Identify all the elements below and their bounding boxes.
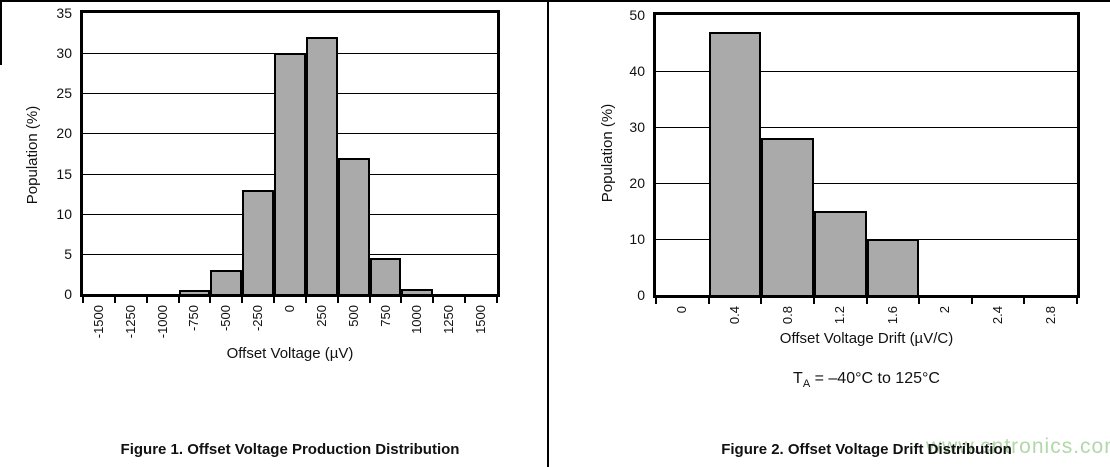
y-tick-label: 50 — [629, 7, 645, 23]
x-tick-mark — [82, 297, 84, 303]
x-tick-label: -250 — [250, 305, 266, 332]
x-tick-mark — [113, 297, 116, 303]
condition-subscript: A — [802, 378, 811, 391]
y-tick-label: 35 — [56, 5, 72, 21]
x-tick-label: 0.4 — [726, 306, 742, 325]
x-tick-label: 1250 — [441, 305, 457, 334]
x-tick-mark — [400, 297, 403, 303]
x-tick-mark — [812, 298, 815, 304]
figure-1-panel: Population (%) Offset Voltage (µV) Figur… — [0, 0, 547, 467]
x-tick-label: -750 — [186, 305, 202, 332]
figure-2-plot-area — [653, 12, 1080, 298]
x-tick-mark — [865, 298, 868, 304]
left-edge-border — [0, 0, 2, 65]
x-tick-label: 0 — [282, 305, 297, 313]
gridline — [656, 127, 1077, 128]
y-tick-label: 40 — [629, 63, 645, 79]
x-tick-mark — [304, 297, 307, 303]
figure-1-x-axis-label: Offset Voltage (µV) — [226, 345, 354, 362]
y-tick-label: 30 — [629, 119, 645, 135]
x-tick-label: 2.4 — [990, 306, 1006, 325]
histogram-bar — [813, 211, 867, 295]
y-tick-label: 10 — [56, 205, 72, 222]
x-tick-mark — [1076, 298, 1078, 304]
x-tick-mark — [655, 298, 657, 304]
gridline — [656, 71, 1077, 72]
x-tick-mark — [336, 297, 339, 303]
x-tick-label: 1000 — [409, 305, 425, 334]
watermark: www.cntronics.com — [926, 435, 1110, 458]
histogram-bar — [866, 239, 920, 295]
x-tick-label: 750 — [377, 305, 393, 327]
top-border — [0, 0, 1110, 2]
x-tick-label: 500 — [345, 305, 361, 327]
x-tick-label: 0.8 — [779, 306, 795, 325]
figure-2-caption: Figure 2. Offset Voltage Drift Distribut… — [721, 441, 1012, 458]
x-tick-label: 1.2 — [832, 306, 848, 325]
x-tick-mark — [368, 297, 371, 303]
histogram-bar — [337, 158, 370, 294]
y-tick-label: 0 — [64, 286, 72, 302]
x-tick-label: 2.8 — [1042, 306, 1058, 325]
histogram-bar — [708, 32, 762, 295]
x-tick-mark — [970, 298, 973, 304]
x-tick-label: 250 — [313, 305, 329, 327]
y-tick-label: 30 — [56, 45, 72, 62]
figure-1-caption: Figure 1. Offset Voltage Production Dist… — [120, 441, 460, 458]
x-tick-label: -500 — [218, 305, 234, 332]
histogram-bar — [242, 190, 275, 294]
x-tick-mark — [273, 297, 276, 303]
x-tick-label: 0 — [674, 306, 690, 314]
histogram-bar — [305, 37, 338, 294]
x-tick-label: 2 — [937, 306, 953, 314]
x-tick-mark — [496, 297, 498, 303]
y-tick-label: 0 — [637, 287, 645, 303]
condition-symbol: T — [793, 370, 803, 387]
histogram-bar — [369, 258, 402, 294]
y-tick-label: 15 — [56, 165, 72, 182]
gridline — [656, 183, 1077, 184]
y-tick-label: 10 — [629, 231, 645, 247]
histogram-bar — [210, 270, 243, 294]
condition-range: = –40°C to 125°C — [810, 370, 940, 387]
y-tick-label: 25 — [56, 85, 72, 102]
x-tick-mark — [1023, 298, 1026, 304]
histogram-bar — [401, 289, 434, 294]
x-tick-mark — [760, 298, 763, 304]
histogram-bar — [274, 53, 306, 294]
x-tick-label: 1500 — [473, 305, 489, 334]
y-tick-label: 5 — [64, 245, 72, 262]
x-tick-mark — [432, 297, 435, 303]
figure-2-panel: Population (%) Offset Voltage Drift (µV/… — [548, 0, 1110, 467]
x-tick-label: 1.6 — [884, 306, 900, 325]
x-tick-mark — [209, 297, 212, 303]
y-tick-label: 20 — [56, 125, 72, 142]
x-tick-label: -1250 — [122, 305, 138, 339]
x-tick-label: -1500 — [90, 305, 106, 339]
x-tick-mark — [177, 297, 180, 303]
x-tick-mark — [918, 298, 921, 304]
histogram-bar — [761, 138, 814, 295]
x-tick-mark — [464, 297, 467, 303]
y-tick-label: 20 — [629, 175, 645, 191]
panel-divider — [547, 0, 549, 467]
x-tick-label: -1000 — [154, 305, 170, 339]
temperature-condition: TA = –40°C to 125°C — [653, 370, 1080, 390]
histogram-bar — [178, 290, 211, 294]
x-tick-mark — [241, 297, 244, 303]
figure-2-x-axis-label: Offset Voltage Drift (µV/C) — [779, 330, 954, 347]
x-tick-mark — [145, 297, 148, 303]
x-tick-mark — [707, 298, 710, 304]
figure-1-plot-area — [80, 10, 500, 297]
